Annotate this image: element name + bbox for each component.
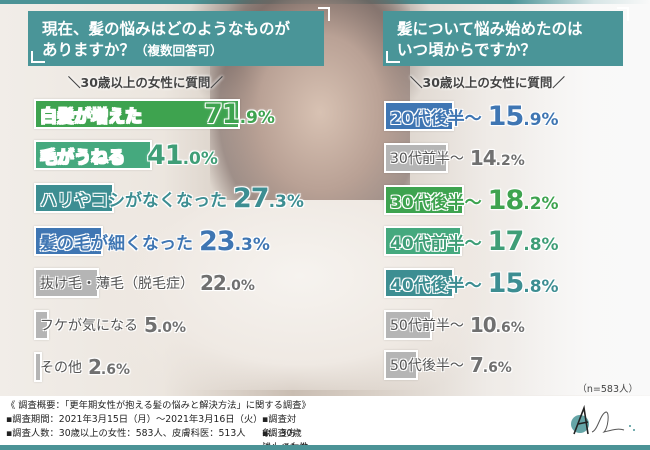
bar-label: その他 — [40, 360, 82, 376]
corner-bracket-icon — [617, 7, 629, 21]
right-bar-row: 50代後半〜 7.6% — [384, 350, 512, 380]
left-question-line1: 現在、髪の悩みはどのようなものが — [42, 20, 291, 38]
bar-value: 7.6% — [469, 353, 512, 377]
brand-logo-icon — [571, 404, 635, 435]
bar-label: 30代前半〜 — [390, 151, 464, 167]
bar-value: 15.9% — [487, 100, 559, 132]
bar — [34, 352, 42, 382]
bar — [34, 226, 103, 256]
sample-size-note: （n=583人） — [577, 384, 638, 395]
left-question-line2: ありますか？ — [42, 41, 136, 59]
bar-label: 40代前半〜 — [390, 233, 482, 254]
bar-value: 2.6% — [88, 355, 131, 379]
left-question-note: （複数回答可） — [135, 43, 223, 58]
bar — [34, 140, 152, 170]
bar — [384, 268, 454, 298]
right-bar-row: 20代後半〜 15.9% — [384, 100, 559, 132]
bar-value: 41.0% — [147, 139, 218, 171]
bar — [384, 310, 432, 340]
bar — [384, 350, 418, 380]
right-bar-row: 40代前半〜 17.8% — [384, 225, 559, 257]
bar-label: 毛がうねる — [40, 147, 125, 168]
bar-value: 15.8% — [487, 267, 559, 299]
bar — [384, 101, 454, 131]
survey-period: ▪調査期間：2021年3月15日（月）〜2021年3月16日（火） — [6, 414, 263, 425]
right-bar-row: 30代前半〜 14.2% — [384, 143, 525, 173]
corner-bracket-icon — [386, 51, 400, 63]
left-bar-row: 白髪が増えた 71.9% — [34, 98, 275, 130]
bar — [34, 183, 114, 213]
left-question-box: 現在、髪の悩みはどのようなものが ありますか？（複数回答可） — [28, 7, 330, 66]
bar-label: フケが気になる — [40, 318, 138, 334]
bar-label: 抜け毛・薄毛（脱毛症） — [40, 276, 194, 292]
bar-value: 71.9% — [204, 98, 275, 130]
bar-value: 27.3% — [233, 182, 304, 214]
bar — [384, 143, 448, 173]
bar — [34, 268, 99, 298]
bar — [34, 310, 49, 340]
bar — [384, 226, 462, 256]
bar-value: 14.2% — [469, 146, 525, 170]
bar-value: 10.6% — [469, 313, 525, 337]
corner-bracket-icon — [318, 7, 330, 21]
bar-value: 22.0% — [200, 271, 255, 295]
bar-value: 5.0% — [144, 313, 187, 337]
bar-label: ハリやコシがなくなった — [40, 190, 227, 211]
right-target-label: ＼30歳以上の女性に質問／ — [410, 75, 565, 90]
bottom-accent-bar — [0, 445, 650, 450]
bar-value: 23.3% — [199, 225, 270, 257]
left-bar-row: 髪の毛が細くなった 23.3% — [34, 225, 270, 257]
bar-label: 50代前半〜 — [390, 318, 464, 334]
left-bar-row: 毛がうねる 41.0% — [34, 139, 218, 171]
survey-footer: 《 調査概要：「更年期女性が抱える髪の悩みと解決方法」に関する調査》 ▪調査期間… — [0, 396, 650, 450]
bar-label: 30代後半〜 — [390, 192, 482, 213]
bar — [384, 185, 464, 215]
survey-count: ▪調査人数：30歳以上の女性：583人、皮膚科医：513人 — [6, 428, 246, 439]
bar — [34, 99, 240, 129]
right-question-line1: 髪について悩み始めたのは — [397, 20, 583, 38]
left-target-label: ＼30歳以上の女性に質問／ — [68, 75, 223, 90]
corner-bracket-icon — [31, 51, 45, 63]
right-bar-row: 40代後半〜 15.8% — [384, 267, 559, 299]
left-bar-row: ハリやコシがなくなった 27.3% — [34, 182, 304, 214]
right-bar-row: 30代後半〜 18.2% — [384, 184, 559, 216]
left-bar-row: その他 2.6% — [34, 352, 130, 382]
bar-label: 20代後半〜 — [390, 108, 482, 129]
right-bar-row: 50代前半〜 10.6% — [384, 310, 525, 340]
bar-label: 白髪が増えた — [40, 106, 142, 127]
right-question-line2: いつ頃からですか？ — [397, 41, 537, 59]
bar-value: 17.8% — [487, 225, 559, 257]
bar-label: 髪の毛が細くなった — [40, 233, 193, 254]
left-bar-row: フケが気になる 5.0% — [34, 310, 186, 340]
survey-summary: 《 調査概要：「更年期女性が抱える髪の悩みと解決方法」に関する調査》 — [6, 400, 311, 411]
bar-label: 50代後半〜 — [390, 358, 464, 374]
bar-value: 18.2% — [487, 184, 559, 216]
right-question-box: 髪について悩み始めたのは いつ頃からですか？ — [383, 7, 629, 66]
bar-label: 40代後半〜 — [390, 275, 482, 296]
left-bar-row: 抜け毛・薄毛（脱毛症） 22.0% — [34, 268, 255, 298]
